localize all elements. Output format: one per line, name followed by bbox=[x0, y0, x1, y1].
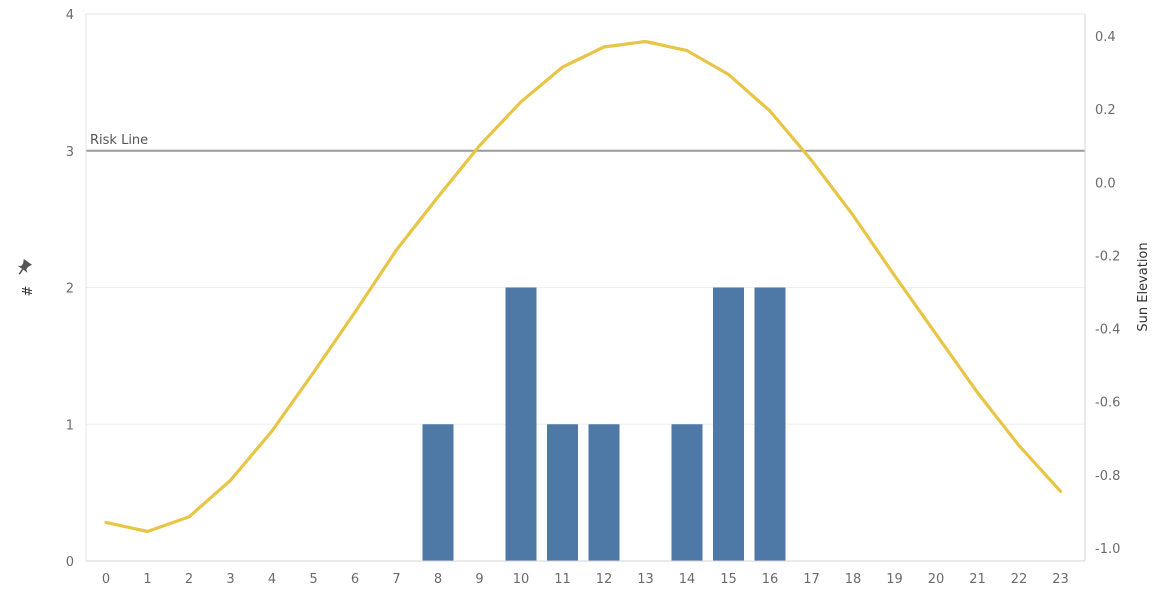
right-y-tick-label: 0.4 bbox=[1095, 30, 1116, 45]
sun-elevation-line bbox=[104, 39, 1063, 534]
grid-layer bbox=[86, 150, 1085, 425]
bar bbox=[547, 424, 578, 561]
right-y-tick-label: -0.6 bbox=[1095, 396, 1120, 411]
x-tick-label: 12 bbox=[596, 572, 613, 587]
left-axis-title-group: # bbox=[17, 259, 36, 297]
x-tick-label: 13 bbox=[637, 572, 654, 587]
left-axis-title: # bbox=[21, 286, 36, 297]
left-y-tick-label: 0 bbox=[66, 555, 74, 570]
x-tick-label: 8 bbox=[434, 572, 442, 587]
x-tick-label: 6 bbox=[351, 572, 359, 587]
x-tick-label: 15 bbox=[720, 572, 737, 587]
axis-layer bbox=[85, 13, 1086, 562]
left-y-tick-label: 1 bbox=[66, 418, 74, 433]
x-tick-labels: 0 1 2 3 4 5 6 7 8 9 10 11 12 13 14 15 16 17 18 19 20 21 22 23 bbox=[102, 572, 1069, 587]
x-tick-label: 5 bbox=[309, 572, 317, 587]
right-y-tick-label: -0.8 bbox=[1095, 469, 1120, 484]
x-tick-label: 20 bbox=[928, 572, 945, 587]
x-tick-label: 21 bbox=[969, 572, 986, 587]
x-tick-label: 9 bbox=[475, 572, 483, 587]
x-tick-label: 10 bbox=[513, 572, 530, 587]
right-y-tick-labels: -1.0 -0.8 -0.6 -0.4 -0.2 0.0 0.2 0.4 bbox=[1095, 30, 1120, 557]
x-tick-label: 11 bbox=[554, 572, 571, 587]
pin-icon bbox=[17, 259, 32, 275]
right-axis-title: Sun Elevation bbox=[1136, 242, 1151, 331]
x-tick-label: 18 bbox=[845, 572, 862, 587]
left-y-tick-labels: 0 1 2 3 4 bbox=[66, 8, 74, 570]
x-tick-label: 2 bbox=[185, 572, 193, 587]
risk-line-label: Risk Line bbox=[90, 133, 148, 148]
bar bbox=[754, 287, 786, 561]
x-tick-label: 17 bbox=[803, 572, 820, 587]
x-tick-label: 16 bbox=[762, 572, 779, 587]
x-tick-label: 19 bbox=[886, 572, 903, 587]
sun-elevation-series bbox=[104, 39, 1063, 534]
right-y-tick-label: -0.4 bbox=[1095, 323, 1120, 338]
x-tick-label: 4 bbox=[268, 572, 276, 587]
left-y-tick-label: 3 bbox=[66, 145, 74, 160]
right-y-tick-label: 0.0 bbox=[1095, 176, 1116, 191]
bar bbox=[505, 287, 537, 561]
bar bbox=[588, 424, 620, 561]
right-y-tick-label: 0.2 bbox=[1095, 103, 1116, 118]
reference-line-group: Risk Line bbox=[86, 133, 1085, 152]
left-y-tick-label: 2 bbox=[66, 282, 74, 297]
x-tick-label: 3 bbox=[226, 572, 234, 587]
left-y-tick-label: 4 bbox=[66, 8, 74, 23]
x-tick-label: 7 bbox=[392, 572, 400, 587]
x-tick-label: 22 bbox=[1011, 572, 1028, 587]
right-y-tick-label: -0.2 bbox=[1095, 249, 1120, 264]
bar bbox=[422, 424, 454, 561]
x-tick-label: 23 bbox=[1052, 572, 1069, 587]
x-tick-label: 1 bbox=[143, 572, 151, 587]
right-y-tick-label: -1.0 bbox=[1095, 542, 1120, 557]
bar-series bbox=[422, 287, 786, 561]
bar bbox=[671, 424, 703, 561]
bar bbox=[713, 287, 744, 561]
x-tick-label: 0 bbox=[102, 572, 110, 587]
x-tick-label: 14 bbox=[679, 572, 696, 587]
